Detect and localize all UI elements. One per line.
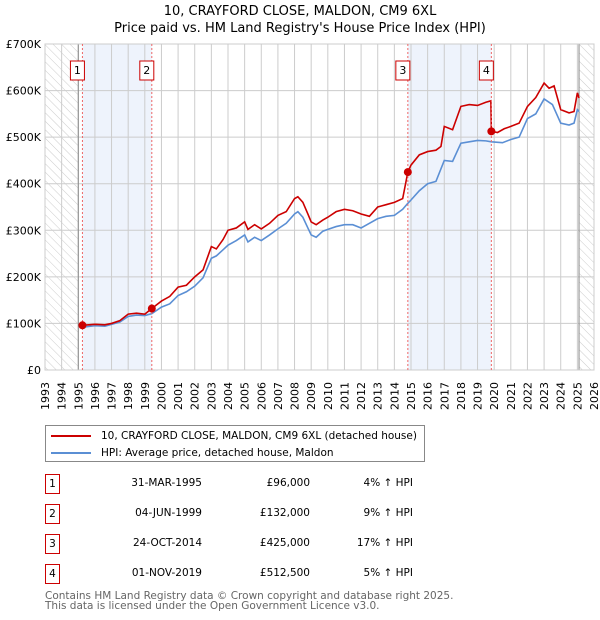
- transaction-row: 3 24-OCT-2014 £425,000 17% ↑ HPI: [45, 534, 445, 554]
- x-tick-label: 1994: [56, 382, 69, 410]
- sale-number-label: 3: [399, 64, 406, 77]
- sale-point: [78, 321, 87, 330]
- y-tick-label: £400K: [6, 178, 42, 191]
- x-tick-label: 2000: [155, 382, 168, 410]
- footer-licence: This data is licensed under the Open Gov…: [45, 600, 380, 612]
- x-tick-label: 2023: [538, 382, 551, 410]
- x-tick-label: 2024: [555, 382, 568, 410]
- transaction-price: £96,000: [266, 477, 310, 489]
- transaction-number: 3: [45, 534, 60, 554]
- x-tick-label: 2018: [455, 382, 468, 410]
- y-tick-label: £0: [27, 364, 41, 377]
- chart-title: 10, CRAYFORD CLOSE, MALDON, CM9 6XL: [163, 4, 437, 19]
- x-tick-label: 1997: [106, 382, 119, 410]
- legend-swatch-hpi: [51, 452, 91, 454]
- transaction-row: 2 04-JUN-1999 £132,000 9% ↑ HPI: [45, 504, 445, 524]
- sale-number-box: [69, 60, 85, 81]
- property-price-line: [82, 81, 580, 327]
- x-tick-label: 2006: [255, 382, 268, 410]
- x-tick-label: 2021: [505, 382, 518, 410]
- sale-number-box: [395, 60, 411, 81]
- legend-item-hpi: HPI: Average price, detached house, Mald…: [51, 445, 334, 461]
- transaction-number: 4: [45, 564, 60, 584]
- sale-number-label: 4: [483, 64, 490, 77]
- x-tick-label: 2015: [405, 382, 418, 410]
- x-tick-label: 2004: [222, 382, 235, 410]
- x-tick-label: 2007: [272, 382, 285, 410]
- transaction-number: 1: [45, 474, 60, 494]
- transaction-number: 2: [45, 504, 60, 524]
- sale-point: [487, 127, 496, 136]
- legend-item-property: 10, CRAYFORD CLOSE, MALDON, CM9 6XL (det…: [51, 428, 417, 444]
- x-tick-label: 2009: [305, 382, 318, 410]
- ownership-shade: [407, 44, 492, 370]
- sale-point: [403, 168, 412, 177]
- sale-number-label: 1: [74, 64, 81, 77]
- plot-frame: [44, 43, 595, 371]
- sale-point: [147, 304, 156, 313]
- x-tick-label: 2022: [521, 382, 534, 410]
- x-tick-label: 2017: [438, 382, 451, 410]
- legend-swatch-property: [51, 435, 91, 437]
- transaction-row: 4 01-NOV-2019 £512,500 5% ↑ HPI: [45, 564, 445, 584]
- x-tick-label: 1993: [39, 382, 52, 410]
- transaction-hpi-diff: 17% ↑ HPI: [356, 537, 413, 549]
- y-tick-label: £700K: [6, 38, 42, 51]
- hpi-line: [82, 97, 580, 328]
- legend-label-hpi: HPI: Average price, detached house, Mald…: [101, 447, 334, 459]
- x-tick-label: 1995: [72, 382, 85, 410]
- transaction-price: £132,000: [259, 507, 310, 519]
- x-tick-label: 2016: [422, 382, 435, 410]
- sale-number-label: 2: [143, 64, 150, 77]
- transaction-row: 1 31-MAR-1995 £96,000 4% ↑ HPI: [45, 474, 445, 494]
- transaction-date: 31-MAR-1995: [131, 477, 202, 489]
- x-tick-label: 2014: [388, 382, 401, 410]
- transaction-hpi-diff: 5% ↑ HPI: [363, 567, 413, 579]
- x-tick-label: 1998: [122, 382, 135, 410]
- sale-number-box: [139, 60, 155, 81]
- y-tick-label: £200K: [6, 271, 42, 284]
- x-tick-label: 2003: [205, 382, 218, 410]
- x-tick-label: 2026: [588, 382, 600, 410]
- transaction-price: £512,500: [259, 567, 310, 579]
- x-tick-label: 2020: [488, 382, 501, 410]
- y-tick-label: £300K: [6, 224, 42, 237]
- x-tick-label: 2013: [372, 382, 385, 410]
- x-tick-label: 2019: [472, 382, 485, 410]
- y-tick-label: £600K: [6, 85, 42, 98]
- x-tick-label: 2025: [571, 382, 584, 410]
- chart-legend: 10, CRAYFORD CLOSE, MALDON, CM9 6XL (det…: [45, 425, 425, 462]
- transaction-price: £425,000: [259, 537, 310, 549]
- x-tick-label: 1999: [139, 382, 152, 410]
- x-tick-label: 2001: [172, 382, 185, 410]
- x-tick-label: 2008: [289, 382, 302, 410]
- x-tick-label: 2010: [322, 382, 335, 410]
- x-tick-label: 2012: [355, 382, 368, 410]
- sale-number-box: [478, 60, 494, 81]
- legend-label-property: 10, CRAYFORD CLOSE, MALDON, CM9 6XL (det…: [101, 430, 417, 442]
- transaction-date: 24-OCT-2014: [133, 537, 202, 549]
- x-tick-label: 2002: [189, 382, 202, 410]
- y-tick-label: £100K: [6, 317, 42, 330]
- hatched-region: [579, 44, 594, 370]
- transaction-hpi-diff: 4% ↑ HPI: [363, 477, 413, 489]
- x-tick-label: 1996: [89, 382, 102, 410]
- transaction-date: 01-NOV-2019: [131, 567, 202, 579]
- y-tick-label: £500K: [6, 131, 42, 144]
- transaction-date: 04-JUN-1999: [135, 507, 202, 519]
- x-tick-label: 2005: [239, 382, 252, 410]
- footer-copyright: Contains HM Land Registry data © Crown c…: [45, 590, 454, 602]
- price-chart: 1 2 3 4 1993 1994 1995 1996 1997 1998 1999 2000 2001…: [6, 38, 600, 410]
- x-tick-label: 2011: [338, 382, 351, 410]
- chart-subtitle: Price paid vs. HM Land Registry's House …: [114, 21, 486, 36]
- transaction-hpi-diff: 9% ↑ HPI: [363, 507, 413, 519]
